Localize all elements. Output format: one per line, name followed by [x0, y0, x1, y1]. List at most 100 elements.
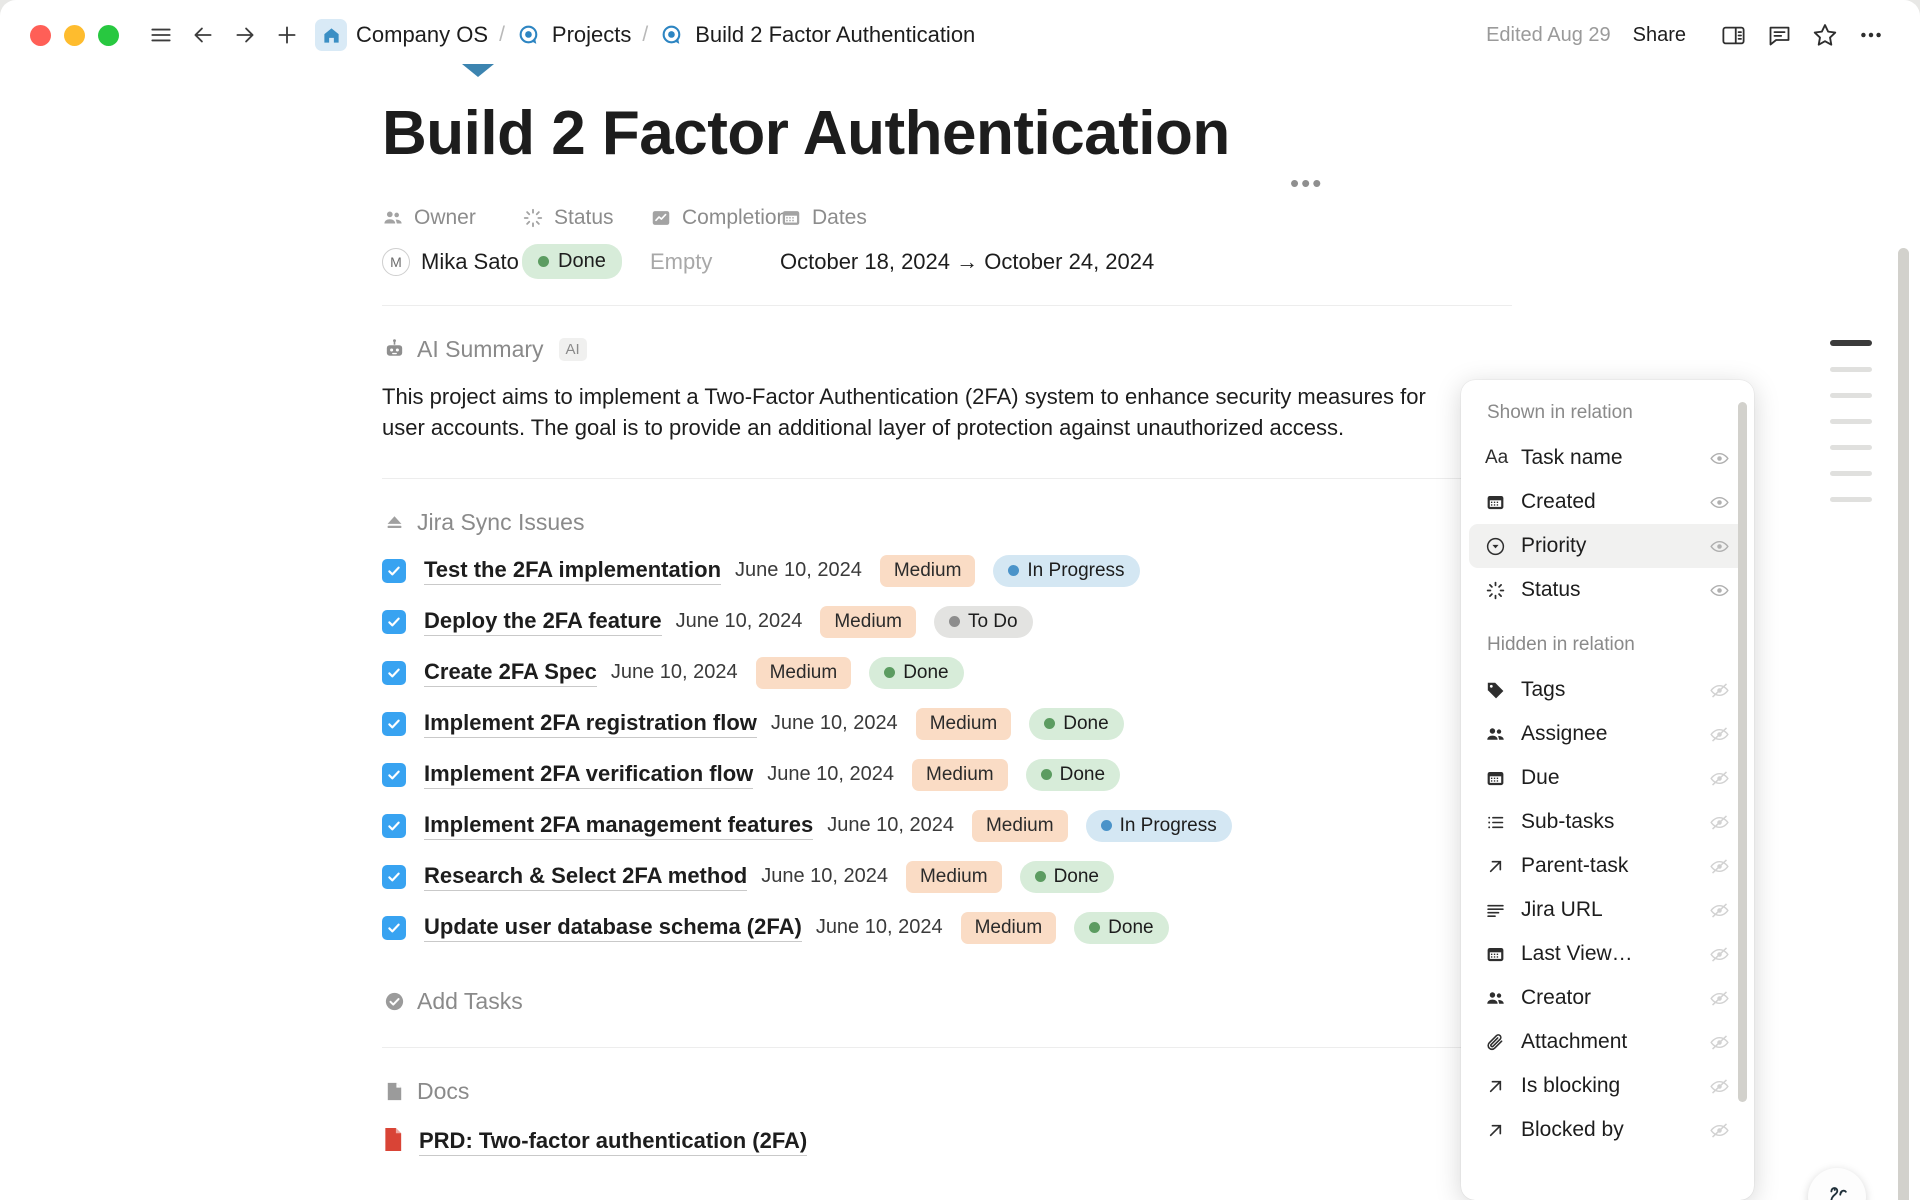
panel-row-label: Parent-task [1521, 854, 1629, 877]
table-row[interactable]: Create 2FA Spec June 10, 2024 Medium Don… [382, 656, 1512, 689]
panel-row-attachment[interactable]: Attachment [1469, 1020, 1746, 1064]
property-header-owner[interactable]: Owner [382, 206, 522, 230]
property-header-completion[interactable]: Completion [650, 206, 788, 230]
property-value-owner[interactable]: M Mika Sato [382, 247, 522, 276]
table-row[interactable]: Test the 2FA implementation June 10, 202… [382, 554, 1512, 587]
minimap-line-active[interactable] [1830, 340, 1872, 346]
panel-row-assignee[interactable]: Assignee [1469, 712, 1746, 756]
eye-hidden-icon[interactable] [1709, 768, 1730, 789]
task-name[interactable]: Implement 2FA verification flow [424, 761, 754, 789]
minimap-line[interactable] [1830, 419, 1872, 424]
property-value-dates[interactable]: October 18, 2024 → October 24, 2024 [780, 249, 1512, 275]
task-name[interactable]: Implement 2FA management features [424, 812, 814, 840]
eye-hidden-icon[interactable] [1709, 900, 1730, 921]
eye-hidden-icon[interactable] [1709, 1076, 1730, 1097]
panel-row-sub-tasks[interactable]: Sub-tasks [1469, 800, 1746, 844]
spinner-icon [522, 207, 544, 229]
panel-row-status[interactable]: Status [1469, 568, 1746, 612]
minimap-line[interactable] [1830, 393, 1872, 398]
more-options-icon[interactable] [1848, 14, 1894, 56]
panel-row-created[interactable]: Created [1469, 480, 1746, 524]
panel-row-last-viewed[interactable]: Last View… [1469, 932, 1746, 976]
properties-more-button[interactable]: ••• [1290, 168, 1324, 198]
minimap-line[interactable] [1830, 497, 1872, 502]
task-name[interactable]: Implement 2FA registration flow [424, 710, 757, 738]
panel-row-label: Tags [1521, 678, 1566, 701]
eye-hidden-icon[interactable] [1709, 680, 1730, 701]
property-header-dates[interactable]: Dates [780, 206, 980, 230]
minimap-line[interactable] [1830, 445, 1872, 450]
task-date: June 10, 2024 [815, 916, 943, 939]
panel-scrollbar[interactable] [1738, 402, 1747, 1102]
task-name[interactable]: Deploy the 2FA feature [424, 608, 662, 636]
table-row[interactable]: Research & Select 2FA method June 10, 20… [382, 860, 1512, 893]
task-name[interactable]: Create 2FA Spec [424, 659, 597, 687]
table-row[interactable]: Implement 2FA verification flow June 10,… [382, 758, 1512, 791]
share-button[interactable]: Share [1632, 23, 1686, 46]
comment-icon[interactable] [1756, 14, 1802, 56]
checkbox-checked-icon[interactable] [382, 915, 406, 940]
eye-hidden-icon[interactable] [1709, 944, 1730, 965]
panel-row-blocked-by[interactable]: Blocked by [1469, 1108, 1746, 1152]
assistant-face-icon[interactable] [1808, 1168, 1866, 1200]
maximize-window-button[interactable] [98, 24, 119, 46]
plus-icon[interactable] [267, 15, 307, 55]
checkbox-checked-icon[interactable] [382, 813, 406, 838]
minimap-line[interactable] [1830, 367, 1872, 372]
property-header-status[interactable]: Status [522, 206, 650, 230]
panel-row-creator[interactable]: Creator [1469, 976, 1746, 1020]
eye-hidden-icon[interactable] [1709, 812, 1730, 833]
list-item[interactable]: PRD: Two-factor authentication (2FA) [382, 1127, 1512, 1157]
panel-row-due[interactable]: Due [1469, 756, 1746, 800]
checkbox-checked-icon[interactable] [382, 864, 406, 889]
arrow-left-icon[interactable] [183, 15, 223, 55]
checkbox-checked-icon[interactable] [382, 762, 406, 787]
panel-row-parent-task[interactable]: Parent-task [1469, 844, 1746, 888]
ai-summary-text: This project aims to implement a Two-Fac… [382, 384, 1426, 441]
add-tasks-button[interactable]: Add Tasks [382, 988, 1512, 1015]
breadcrumb-item-company-os[interactable]: Company OS [315, 19, 488, 51]
eye-hidden-icon[interactable] [1709, 856, 1730, 877]
status-dot-icon [948, 616, 960, 628]
outline-minimap[interactable] [1830, 340, 1872, 523]
minimize-window-button[interactable] [64, 24, 85, 46]
task-name[interactable]: Research & Select 2FA method [424, 863, 748, 891]
page-scrollbar[interactable] [1898, 248, 1909, 1200]
eye-visible-icon[interactable] [1709, 448, 1730, 469]
eye-hidden-icon[interactable] [1709, 1120, 1730, 1141]
panel-row-jira-url[interactable]: Jira URL [1469, 888, 1746, 932]
panel-row-tags[interactable]: Tags [1469, 668, 1746, 712]
breadcrumb-item-current-page[interactable]: Build 2 Factor Authentication [659, 22, 975, 49]
eye-visible-icon[interactable] [1709, 492, 1730, 513]
eye-visible-icon[interactable] [1709, 536, 1730, 557]
arrow-right-icon[interactable] [225, 15, 265, 55]
sidebar-panel-icon[interactable] [1710, 14, 1756, 56]
panel-row-is-blocking[interactable]: Is blocking [1469, 1064, 1746, 1108]
divider [382, 477, 1512, 479]
checkbox-checked-icon[interactable] [382, 711, 406, 736]
task-name[interactable]: Update user database schema (2FA) [424, 914, 802, 942]
task-name[interactable]: Test the 2FA implementation [424, 557, 722, 585]
eye-visible-icon[interactable] [1709, 580, 1730, 601]
panel-row-priority[interactable]: Priority [1469, 524, 1746, 568]
minimap-line[interactable] [1830, 471, 1872, 476]
panel-row-task-name[interactable]: Aa Task name [1469, 436, 1746, 480]
property-value-completion[interactable]: Empty [650, 249, 780, 275]
checkbox-checked-icon[interactable] [382, 558, 406, 583]
eye-hidden-icon[interactable] [1709, 724, 1730, 745]
hamburger-icon[interactable] [141, 15, 181, 55]
table-row[interactable]: Update user database schema (2FA) June 1… [382, 911, 1512, 944]
doc-name[interactable]: PRD: Two-factor authentication (2FA) [419, 1128, 808, 1156]
table-row[interactable]: Implement 2FA management features June 1… [382, 809, 1512, 842]
table-row[interactable]: Implement 2FA registration flow June 10,… [382, 707, 1512, 740]
star-icon[interactable] [1802, 14, 1848, 56]
checkbox-checked-icon[interactable] [382, 609, 406, 634]
breadcrumb-item-projects[interactable]: Projects [516, 22, 631, 49]
list-icon [1485, 812, 1511, 833]
eye-hidden-icon[interactable] [1709, 988, 1730, 1009]
checkbox-checked-icon[interactable] [382, 660, 406, 685]
eye-hidden-icon[interactable] [1709, 1032, 1730, 1053]
close-window-button[interactable] [30, 24, 51, 46]
property-value-status[interactable]: Done [522, 244, 650, 280]
table-row[interactable]: Deploy the 2FA feature June 10, 2024 Med… [382, 605, 1512, 638]
